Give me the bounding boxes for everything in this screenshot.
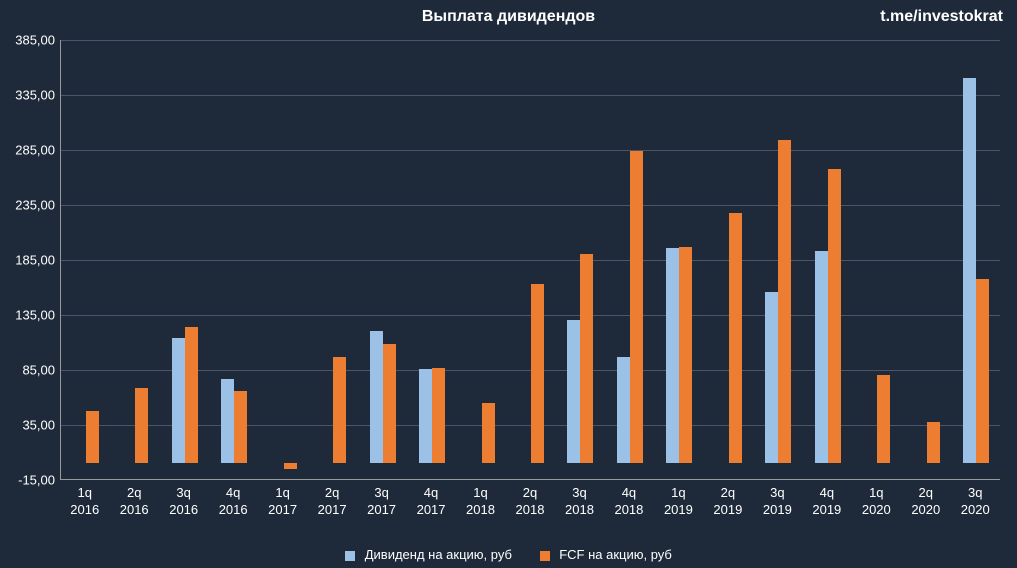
bar-fcf xyxy=(333,357,346,463)
bar-fcf xyxy=(630,151,643,462)
bar-fcf xyxy=(284,463,297,470)
bar-fcf xyxy=(432,368,445,463)
xtick-label: 1q2018 xyxy=(466,485,495,519)
legend-item-dividend: Дивиденд на акцию, руб xyxy=(345,547,512,562)
plot-area xyxy=(60,40,1000,480)
xtick-label: 3q2019 xyxy=(763,485,792,519)
xtick-label: 2q2020 xyxy=(911,485,940,519)
legend-label: FCF на акцию, руб xyxy=(559,547,672,562)
chart-title: Выплата дивидендов xyxy=(0,8,1017,26)
ytick-label: -15,00 xyxy=(5,473,55,488)
xtick-label: 1q2020 xyxy=(862,485,891,519)
bar-fcf xyxy=(729,213,742,463)
legend-swatch xyxy=(345,551,355,561)
ytick-label: 35,00 xyxy=(5,418,55,433)
ytick-label: 185,00 xyxy=(5,253,55,268)
bar-fcf xyxy=(580,254,593,463)
bar-fcf xyxy=(135,388,148,463)
ytick-label: 385,00 xyxy=(5,33,55,48)
xtick-label: 1q2019 xyxy=(664,485,693,519)
bar-dividend xyxy=(172,338,185,462)
bar-dividend xyxy=(567,320,580,463)
bar-dividend xyxy=(666,248,679,463)
watermark: t.me/investokrat xyxy=(880,8,1003,26)
bar-fcf xyxy=(679,247,692,463)
legend: Дивиденд на акцию, руб FCF на акцию, руб xyxy=(0,547,1017,562)
xtick-label: 3q2018 xyxy=(565,485,594,519)
bar-fcf xyxy=(927,422,940,463)
xtick-label: 3q2020 xyxy=(961,485,990,519)
bar-fcf xyxy=(86,411,99,463)
xtick-label: 2q2018 xyxy=(516,485,545,519)
bar-dividend xyxy=(963,78,976,463)
bars-layer xyxy=(61,40,1000,479)
bar-fcf xyxy=(482,403,495,462)
bar-fcf xyxy=(828,169,841,463)
bar-dividend xyxy=(815,251,828,462)
legend-item-fcf: FCF на акцию, руб xyxy=(540,547,672,562)
bar-dividend xyxy=(221,379,234,463)
bar-dividend xyxy=(617,357,630,463)
xtick-label: 2q2017 xyxy=(318,485,347,519)
xtick-label: 4q2018 xyxy=(614,485,643,519)
ytick-label: 335,00 xyxy=(5,88,55,103)
xtick-label: 4q2017 xyxy=(417,485,446,519)
bar-dividend xyxy=(370,331,383,463)
ytick-label: 285,00 xyxy=(5,143,55,158)
xtick-label: 2q2016 xyxy=(120,485,149,519)
bar-fcf xyxy=(383,344,396,463)
bar-dividend xyxy=(419,369,432,463)
ytick-label: 135,00 xyxy=(5,308,55,323)
ytick-label: 235,00 xyxy=(5,198,55,213)
bar-fcf xyxy=(531,284,544,462)
xtick-label: 1q2016 xyxy=(70,485,99,519)
xtick-label: 1q2017 xyxy=(268,485,297,519)
bar-fcf xyxy=(234,391,247,463)
legend-label: Дивиденд на акцию, руб xyxy=(365,547,512,562)
xtick-label: 3q2017 xyxy=(367,485,396,519)
dividend-chart: Выплата дивидендов t.me/investokrat -15,… xyxy=(0,0,1017,568)
xtick-label: 3q2016 xyxy=(169,485,198,519)
bar-fcf xyxy=(877,375,890,463)
bar-fcf xyxy=(976,279,989,463)
ytick-label: 85,00 xyxy=(5,363,55,378)
xtick-label: 2q2019 xyxy=(713,485,742,519)
bar-dividend xyxy=(765,292,778,463)
xtick-label: 4q2016 xyxy=(219,485,248,519)
bar-fcf xyxy=(778,140,791,462)
bar-fcf xyxy=(185,327,198,462)
xtick-label: 4q2019 xyxy=(812,485,841,519)
legend-swatch xyxy=(540,551,550,561)
